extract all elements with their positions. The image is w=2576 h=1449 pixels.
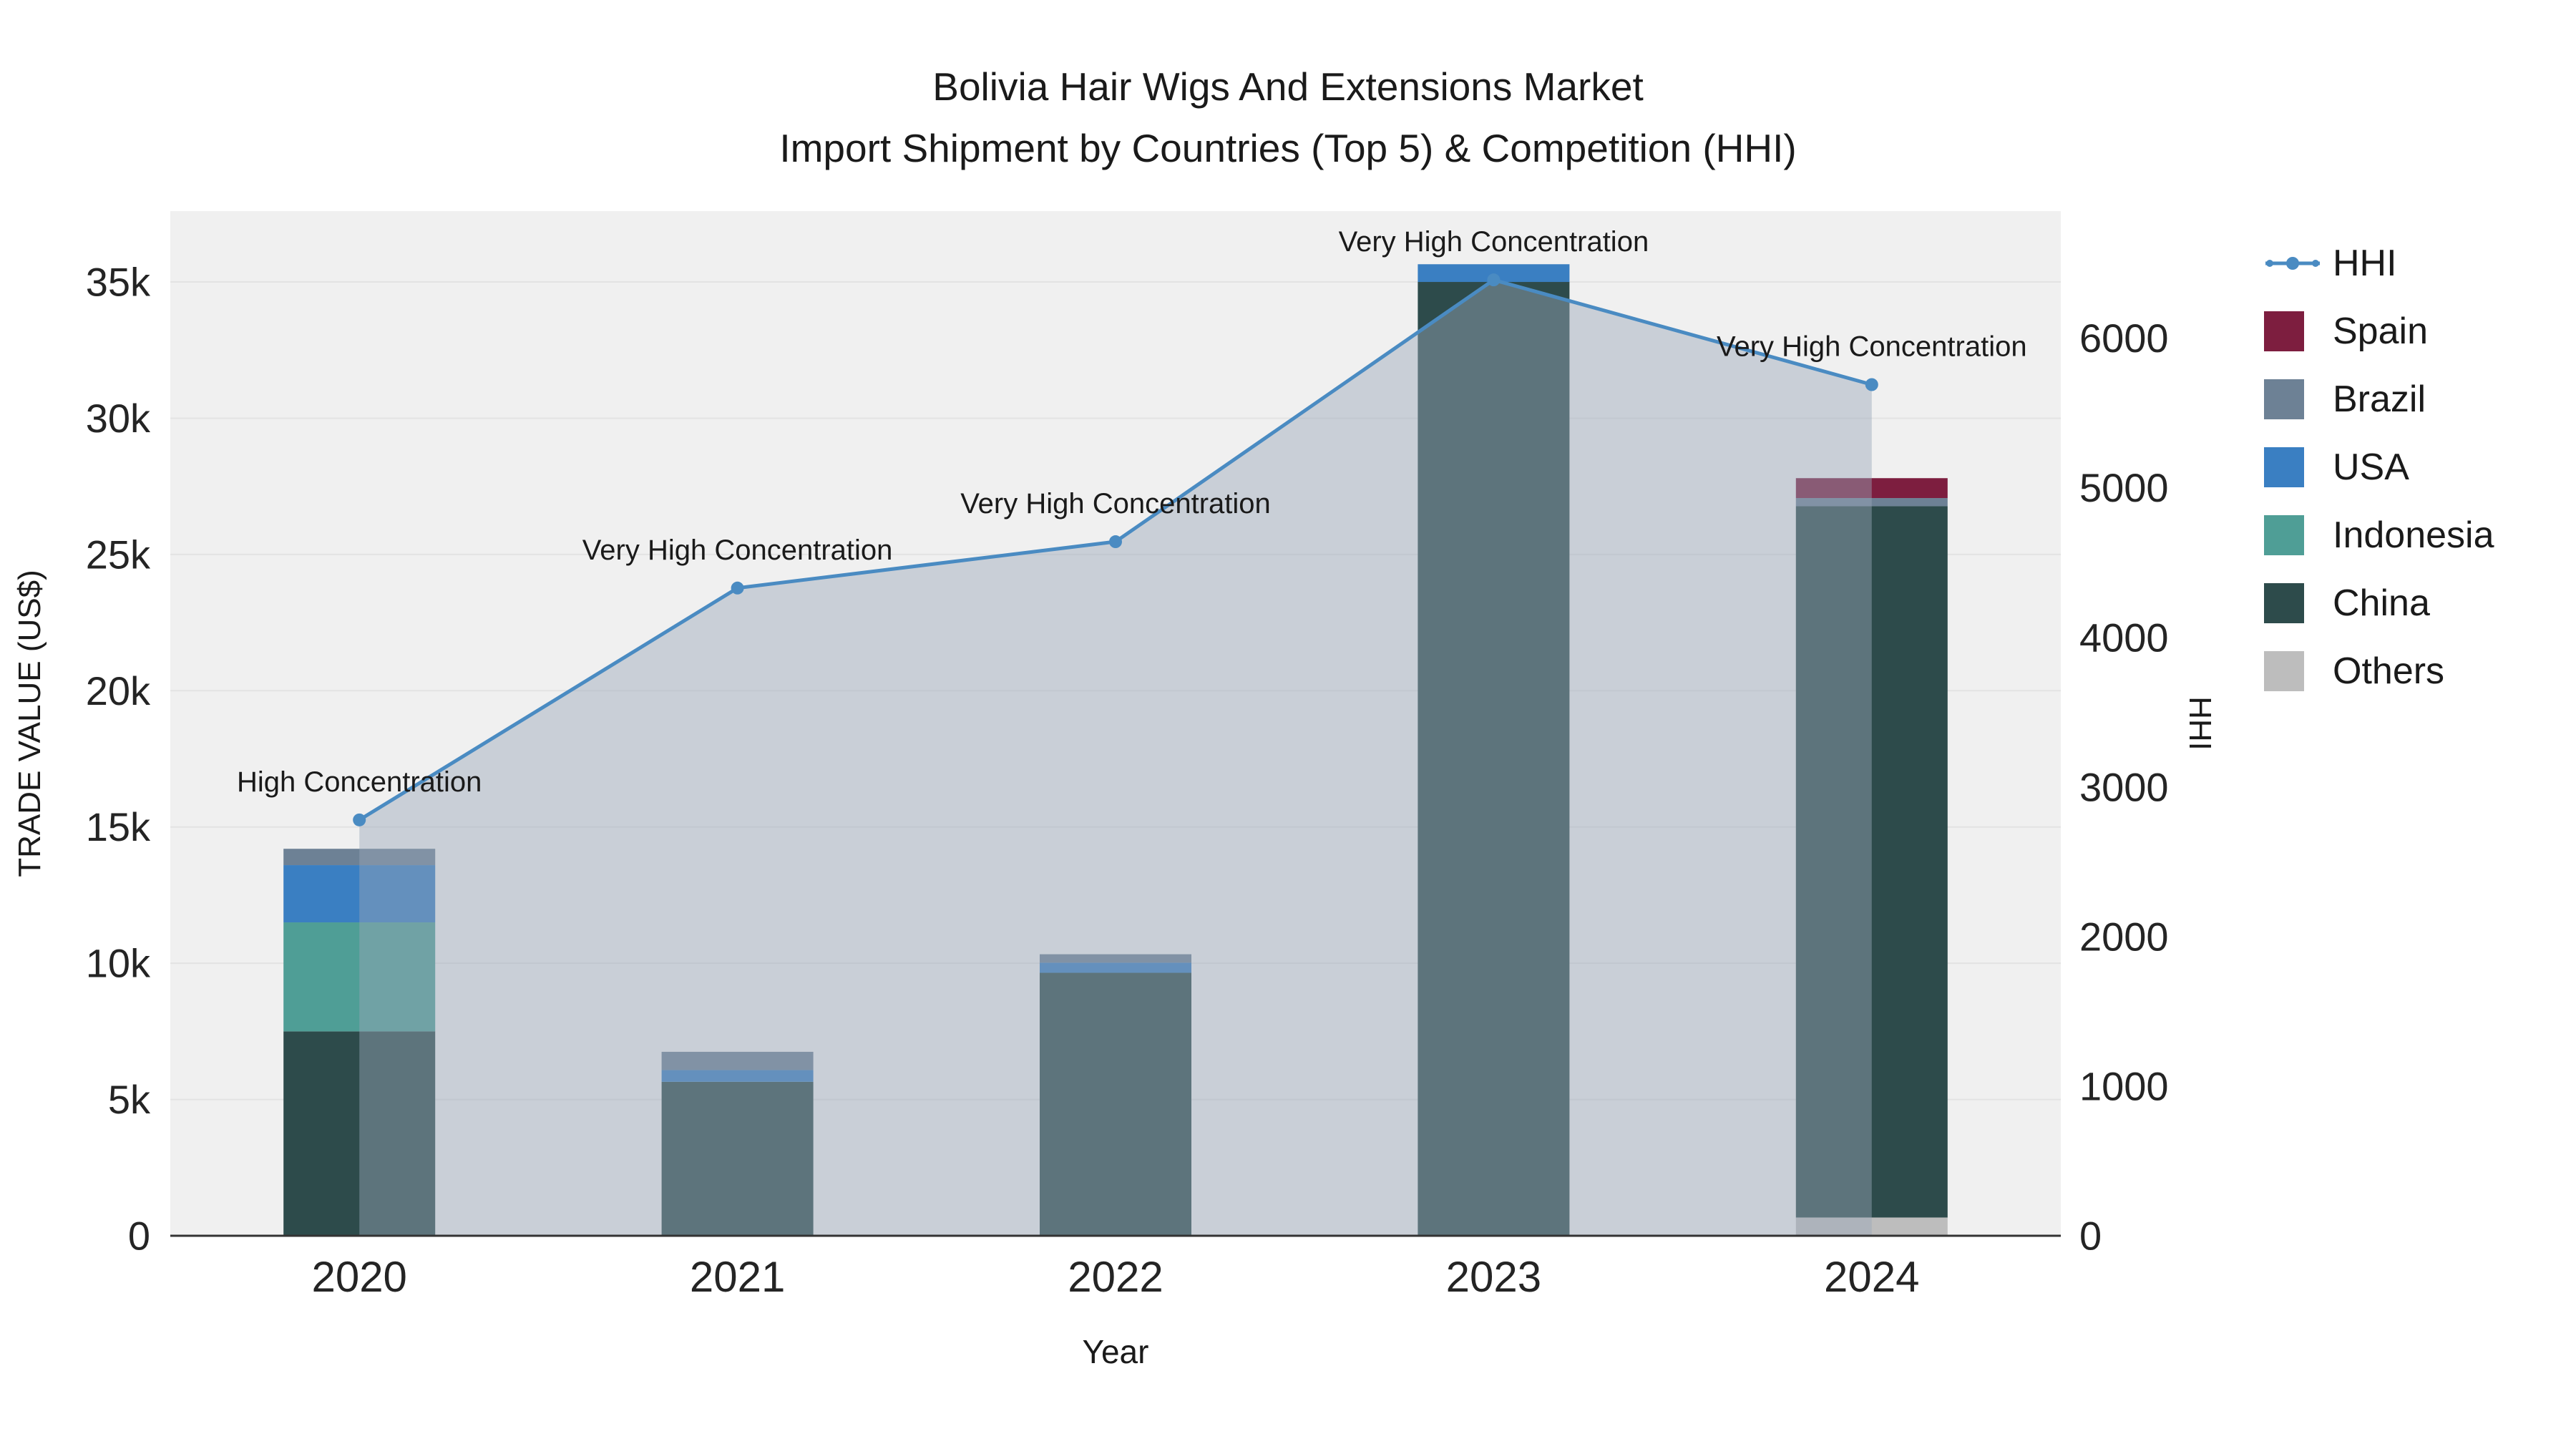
bar-segment-china-2023: [1418, 282, 1570, 1236]
hhi-marker-2021: [731, 581, 744, 595]
bar-segment-indonesia-2020: [283, 922, 436, 1032]
bar-segment-brazil-2020: [283, 849, 436, 866]
legend-label-china: China: [2333, 582, 2430, 624]
annotation-2022: Very High Concentration: [960, 488, 1271, 519]
legend-item-hhi[interactable]: HHI: [2264, 229, 2494, 297]
hhi-marker-2023: [1487, 273, 1501, 287]
bar-segment-china-2024: [1795, 506, 1948, 1218]
legend-label-hhi: HHI: [2333, 242, 2397, 284]
legend-label-brazil: Brazil: [2333, 378, 2426, 420]
x-tick-2021: 2021: [690, 1253, 785, 1301]
legend-label-others: Others: [2333, 650, 2445, 692]
x-tick-2023: 2023: [1446, 1253, 1541, 1301]
y-right-tick-0: 0: [2079, 1214, 2102, 1259]
annotation-2021: Very High Concentration: [582, 535, 893, 566]
y-right-tick-3000: 3000: [2079, 764, 2169, 809]
hhi-area: [359, 280, 1872, 1236]
y-left-tick-5k: 5k: [108, 1077, 151, 1122]
bar-segment-others-2024: [1795, 1217, 1948, 1236]
hhi-marker-2022: [1109, 535, 1122, 549]
chart-title-line2: Import Shipment by Countries (Top 5) & C…: [779, 126, 1797, 170]
legend-item-brazil[interactable]: Brazil: [2264, 365, 2494, 433]
legend-item-indonesia[interactable]: Indonesia: [2264, 501, 2494, 569]
legend-swatch-spain: [2264, 311, 2321, 351]
legend-item-others[interactable]: Others: [2264, 637, 2494, 705]
legend-label-spain: Spain: [2333, 310, 2428, 352]
y-right-tick-4000: 4000: [2079, 615, 2169, 660]
x-tick-2020: 2020: [311, 1253, 406, 1301]
annotation-2024: Very High Concentration: [1717, 331, 2027, 362]
bar-segment-china-2022: [1040, 972, 1191, 1236]
bar-segment-usa-2020: [283, 865, 436, 923]
chart-title-line1: Bolivia Hair Wigs And Extensions Market: [932, 64, 1644, 109]
bar-segment-china-2021: [661, 1081, 814, 1236]
legend-label-usa: USA: [2333, 446, 2409, 488]
legend-swatch-indonesia: [2264, 514, 2321, 555]
bar-segment-brazil-2022: [1040, 954, 1191, 963]
y-right-tick-6000: 6000: [2079, 316, 2169, 361]
y-left-tick-15k: 15k: [86, 804, 151, 849]
legend-swatch-usa: [2264, 447, 2321, 487]
hhi-marker-2020: [353, 813, 366, 826]
legend-item-china[interactable]: China: [2264, 569, 2494, 637]
legend-item-spain[interactable]: Spain: [2264, 297, 2494, 365]
legend-line-icon: [2264, 243, 2321, 283]
y-left-tick-30k: 30k: [86, 396, 151, 441]
annotation-2023: Very High Concentration: [1339, 226, 1649, 258]
y-left-tick-10k: 10k: [86, 941, 151, 986]
y-left-tick-0: 0: [128, 1214, 150, 1259]
y-left-tick-35k: 35k: [86, 260, 151, 305]
y-right-tick-5000: 5000: [2079, 465, 2169, 510]
y-left-tick-25k: 25k: [86, 532, 151, 577]
bar-segment-brazil-2021: [661, 1051, 814, 1070]
bar-segment-china-2020: [283, 1031, 436, 1236]
right-axis-title: HHI: [2182, 696, 2218, 751]
annotation-2020: High Concentration: [237, 766, 482, 798]
legend: HHI Spain Brazil USA Indonesia China Others: [2264, 229, 2494, 705]
y-right-tick-1000: 1000: [2079, 1063, 2169, 1108]
hhi-marker-2024: [1865, 378, 1878, 391]
y-right-tick-2000: 2000: [2079, 914, 2169, 959]
legend-label-indonesia: Indonesia: [2333, 514, 2494, 556]
legend-swatch-china: [2264, 582, 2321, 623]
legend-swatch-brazil: [2264, 379, 2321, 419]
legend-swatch-others: [2264, 650, 2321, 691]
y-left-tick-20k: 20k: [86, 668, 151, 713]
bar-segment-usa-2021: [661, 1070, 814, 1082]
bar-segment-usa-2022: [1040, 962, 1191, 973]
x-tick-2024: 2024: [1824, 1253, 1919, 1301]
chart-title: Bolivia Hair Wigs And Extensions Market …: [0, 56, 2576, 179]
x-axis-title: Year: [1082, 1333, 1149, 1370]
bar-segment-brazil-2024: [1795, 498, 1948, 507]
x-tick-2022: 2022: [1068, 1253, 1163, 1301]
left-axis-title: TRADE VALUE (US$): [12, 570, 47, 877]
legend-item-usa[interactable]: USA: [2264, 433, 2494, 501]
bar-segment-spain-2024: [1795, 478, 1948, 499]
